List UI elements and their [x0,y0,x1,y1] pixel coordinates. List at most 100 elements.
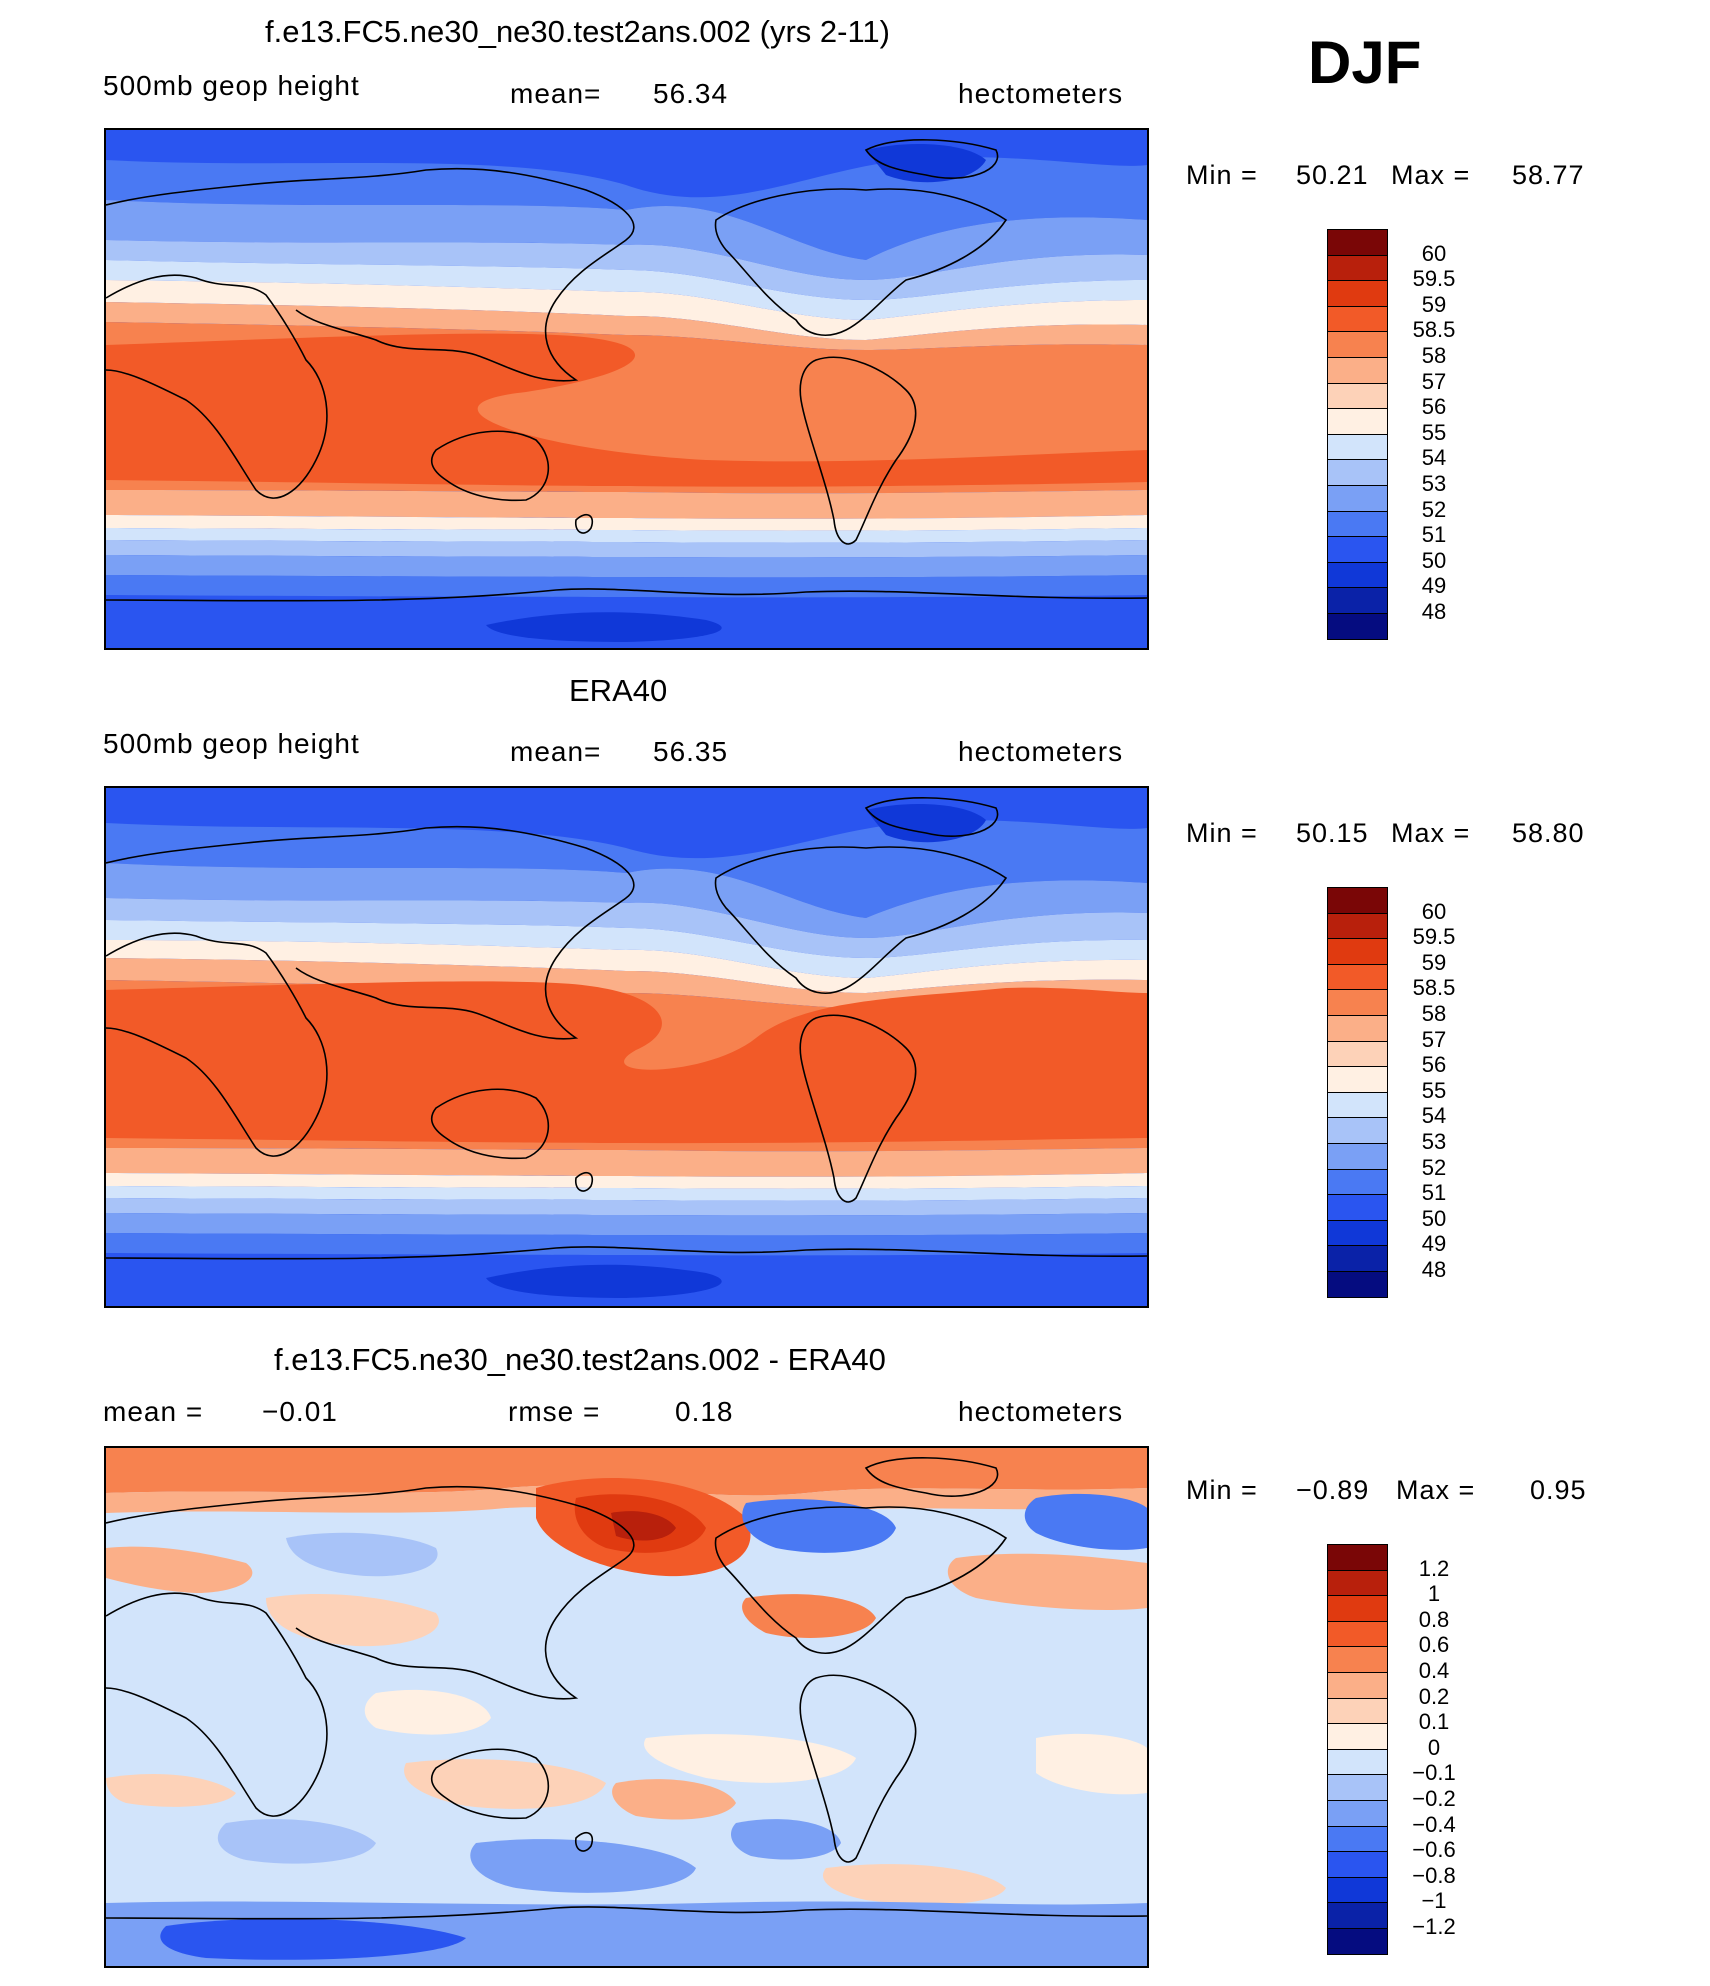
panel1-band [106,157,1147,260]
panel1-band [106,528,1147,543]
panel1-units: hectometers [958,78,1124,109]
colorbar-tick-label: 60 [1421,240,1447,266]
colorbar-swatch [1327,587,1388,614]
panel3-band [611,1511,676,1541]
colorbar-swatch [1327,433,1388,461]
colorbar-tick-label: 51 [1421,1180,1447,1206]
colorbar-swatch [1327,1595,1388,1622]
colorbar-swatch [1327,1544,1388,1571]
colorbar-tick-label: 50 [1421,1205,1447,1231]
colorbar-swatch [1327,1066,1388,1093]
panel3-colorbar: 1.2 1 0.8 0.6 0.4 0.2 0.1 0 −0.1 −0.2 −0.4 −0.6 −0.8… [1327,1544,1456,1955]
panel3-band [106,1773,236,1807]
colorbar-swatch [1327,536,1388,563]
panel1-coastline-south-america [799,356,917,545]
colorbar-tick-label: 0.2 [1418,1683,1450,1709]
panel2-coastline-africa [106,932,328,1157]
colorbar-swatch [1327,1902,1388,1929]
panel3-coastlines [106,1457,1147,1920]
colorbar-tick-label: 57 [1421,1026,1447,1052]
colorbar-tick-label: 58.5 [1412,975,1456,1001]
panel2-band [486,1264,722,1298]
panel3-band [106,1546,253,1593]
panel2-band [106,1173,1147,1189]
colorbar-tick-label: 0 [1427,1734,1441,1760]
panel3-band [612,1779,736,1820]
panel2-band [106,981,1147,1144]
colorbar-tick-label: 0.4 [1418,1658,1450,1683]
panel3-coastline-africa [106,1592,328,1817]
panel2-band [106,1213,1147,1236]
panel3-rmse-value: 0.18 [675,1396,734,1427]
panel3-band [404,1759,606,1809]
panel3-band [266,1593,439,1647]
panel1-coastline-eurasia [106,167,635,382]
colorbar-tick-label: 1 [1427,1581,1441,1607]
panel1-colorbar: 60 59.5 59 58.5 58 57 56 55 54 53 52 51 50 49 48 [1327,229,1455,640]
panel1-coastline-new-zealand [574,513,594,534]
panel1-band [106,240,1147,300]
panel3-band [364,1689,491,1735]
panel3-coastline-north-america [714,1506,1008,1654]
panel1-variable-label: 500mb geop height [103,70,360,101]
panel3-band [1024,1493,1147,1550]
colorbar-swatch [1327,1168,1388,1196]
panel1-band [106,540,1147,558]
colorbar-swatch [1327,1774,1388,1801]
colorbar-swatch [1327,1143,1388,1170]
panel2-max-label: Max = [1391,818,1471,848]
panel2-min-label: Min = [1186,818,1258,848]
colorbar-swatch [1327,510,1388,538]
colorbar-tick-label: −0.1 [1412,1760,1456,1786]
colorbar-tick-label: 54 [1421,445,1447,471]
panel3-band [947,1553,1147,1610]
colorbar-tick-label: 48 [1421,599,1447,624]
panel2-units: hectometers [958,736,1124,767]
colorbar-tick-label: 58 [1421,1001,1447,1026]
panel1-min-value: 50.21 [1296,160,1369,190]
colorbar-swatch [1327,1672,1388,1699]
colorbar-swatch [1327,1876,1388,1904]
panel3-band [286,1532,438,1577]
colorbar-tick-label: 59.5 [1412,924,1456,950]
colorbar-tick-label: 59 [1421,291,1447,317]
colorbar-swatch [1327,938,1388,965]
panel1-coastline-greenland [864,139,999,179]
colorbar-swatch [1327,254,1388,282]
panel3-contour-map [104,1446,1149,1968]
panel2-coastline-eurasia [106,825,635,1040]
panel3-units: hectometers [958,1396,1124,1427]
panel2-mean-label: mean= [510,736,602,767]
panel2-mean-value: 56.35 [653,736,729,767]
panel1-band [106,260,1147,320]
panel2-band [106,940,1147,993]
panel3-band [160,1918,467,1960]
colorbar-tick-label: −0.4 [1412,1811,1456,1837]
colorbar-swatch [1327,1620,1388,1648]
panel2-band [106,1148,1147,1177]
panel1-band [106,515,1147,531]
panel3-coastline-antarctica [106,1906,1147,1920]
colorbar-swatch [1327,1851,1388,1878]
panel2-band [106,898,1147,958]
colorbar-tick-label: 55 [1421,1077,1447,1103]
panel2-band [106,1198,1147,1216]
panel1-mean-value: 56.34 [653,78,729,109]
panel3-coastline-south-america [799,1674,917,1863]
panel3-mean-value: −0.01 [262,1396,338,1427]
colorbar-swatch [1327,613,1388,640]
colorbar-swatch [1327,887,1388,914]
panel1-band [106,575,1147,598]
colorbar-tick-label: 57 [1421,368,1447,394]
colorbar-tick-label: 53 [1421,1129,1447,1154]
colorbar-swatch [1327,1723,1388,1750]
panel3-band [731,1819,841,1860]
colorbar-tick-label: 48 [1421,1257,1447,1282]
colorbar-tick-label: 58.5 [1412,317,1456,343]
colorbar-swatch [1327,357,1388,384]
panel2-band [106,1186,1147,1201]
colorbar-tick-label: 0.1 [1418,1709,1450,1735]
panel3-band [742,1499,896,1553]
panel2-band [106,863,1147,938]
panel3-band [1036,1733,1147,1795]
